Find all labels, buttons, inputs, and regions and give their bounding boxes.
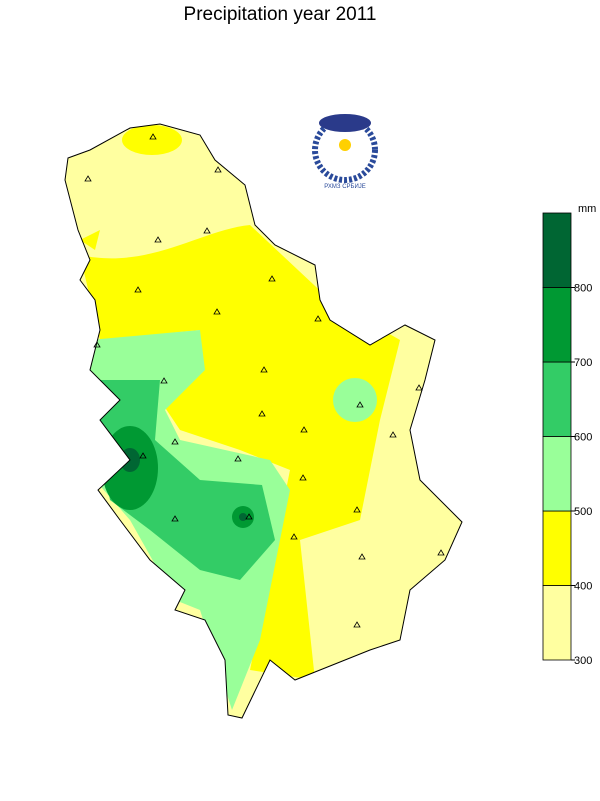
station	[203, 227, 211, 234]
station	[358, 553, 366, 560]
station	[415, 384, 423, 391]
legend-band	[542, 585, 572, 661]
zone-400-500	[80, 230, 100, 250]
legend-tick-label: 300	[574, 655, 592, 667]
legend-tick-label: 400	[574, 581, 592, 593]
station	[299, 474, 307, 481]
zone-800-plus	[239, 513, 247, 521]
station	[149, 133, 157, 140]
station	[268, 275, 276, 282]
logo: РХМЗ СРБИЈЕ	[312, 114, 378, 190]
legend: mm 300 400 500 600 700 800	[542, 203, 596, 667]
legend-band	[542, 361, 572, 437]
station	[258, 410, 266, 417]
stations	[84, 133, 445, 628]
station	[290, 533, 298, 540]
legend-tick-label: 600	[574, 432, 592, 444]
station	[234, 455, 242, 462]
precipitation-map	[65, 124, 462, 718]
station	[214, 166, 222, 173]
station	[353, 506, 361, 513]
legend-band	[542, 212, 572, 288]
legend-band	[542, 436, 572, 512]
legend-unit: mm	[578, 203, 596, 215]
station	[245, 513, 253, 520]
station	[260, 366, 268, 373]
legend-tick-label: 700	[574, 357, 592, 369]
station	[171, 438, 179, 445]
station	[353, 621, 361, 628]
legend-tick-label: 800	[574, 283, 592, 295]
station	[213, 308, 221, 315]
zone-400-500	[122, 125, 182, 155]
legend-band	[542, 510, 572, 586]
legend-tick-label: 500	[574, 506, 592, 518]
station	[139, 452, 147, 459]
station	[389, 431, 397, 438]
station	[437, 549, 445, 556]
station	[154, 236, 162, 243]
station	[160, 377, 168, 384]
title: Precipitation year 2011	[184, 4, 377, 25]
station	[171, 515, 179, 522]
station	[314, 315, 322, 322]
station	[356, 401, 364, 408]
station	[300, 426, 308, 433]
station	[134, 286, 142, 293]
zone-400-500	[80, 225, 400, 680]
legend-band	[542, 287, 572, 363]
logo-text: РХМЗ СРБИЈЕ	[324, 184, 366, 190]
zone-500-600	[333, 378, 377, 422]
station	[84, 175, 92, 182]
station	[93, 341, 101, 348]
